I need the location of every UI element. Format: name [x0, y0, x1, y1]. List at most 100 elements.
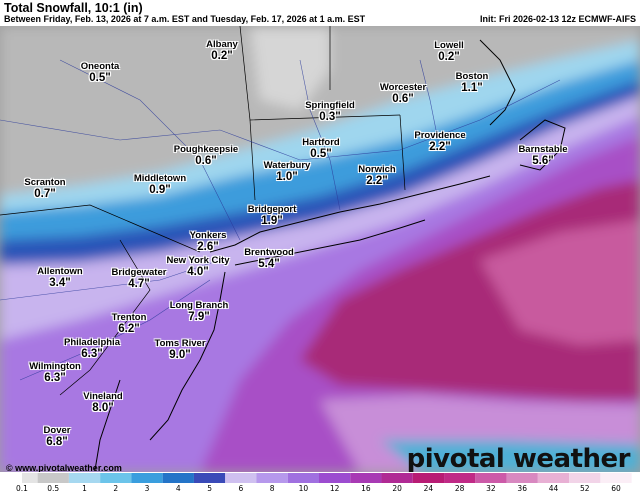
- band-gray-light: [0, 26, 640, 205]
- colorbar-tick-label: 20: [392, 484, 402, 493]
- city-label-springfield: Springfield 0.3": [305, 101, 355, 123]
- city-value: 0.6": [195, 154, 217, 167]
- colorbar-swatch: [381, 473, 413, 483]
- colorbar-swatch: [193, 473, 226, 483]
- city-name: Scranton: [24, 177, 66, 188]
- city-value: 6.3": [44, 371, 66, 384]
- band-pink: [480, 220, 640, 345]
- city-name: Vineland: [83, 391, 123, 402]
- colorbar-tick-label: 10: [298, 484, 309, 493]
- colorbar-swatch: [22, 473, 38, 483]
- road-2: [59, 59, 241, 241]
- colorbar-tick-label: 32: [486, 484, 496, 493]
- coast-long-island: [234, 219, 426, 266]
- city-label-new-york-city: New York City 4.0": [166, 256, 229, 278]
- colorbar-tick-label: 28: [454, 484, 465, 493]
- city-value: 2.6": [197, 240, 219, 253]
- city-value: 2.2": [429, 140, 451, 153]
- city-label-providence: Providence 2.2": [414, 131, 465, 153]
- city-name: Wilmington: [29, 361, 81, 372]
- city-name: Philadelphia: [64, 337, 120, 348]
- city-name: Poughkeepsie: [173, 144, 239, 155]
- map-area: Albany 0.2" Lowell 0.2" Oneonta 0.5" Bos…: [0, 26, 640, 472]
- city-name: Norwich: [358, 164, 396, 175]
- city-name: Waterbury: [263, 160, 311, 171]
- city-label-hartford: Hartford 0.5": [302, 138, 339, 160]
- city-label-worcester: Worcester 0.6": [380, 83, 426, 105]
- colorbar-tick-label: 1: [82, 484, 87, 493]
- city-label-wilmington: Wilmington 6.3": [29, 362, 81, 384]
- city-value: 6.3": [81, 347, 103, 360]
- city-label-albany: Albany 0.2": [206, 40, 238, 62]
- city-name: Albany: [206, 39, 238, 50]
- city-name: Brentwood: [244, 247, 294, 258]
- city-label-lowell: Lowell 0.2": [434, 41, 464, 63]
- colorbar-tick-label: 0.5: [47, 484, 60, 493]
- colorbar-tick-label: 36: [517, 484, 527, 493]
- city-value: 1.9": [261, 214, 283, 227]
- city-name: Providence: [414, 130, 466, 141]
- city-name: Dover: [43, 425, 71, 436]
- brand-logo: pivotal weather: [406, 444, 631, 472]
- colorbar-swatch: [100, 473, 132, 483]
- coastlines: [94, 39, 566, 471]
- band-gray-lightest: [250, 26, 330, 110]
- city-name: Long Branch: [169, 300, 229, 311]
- map-subtitle: Between Friday, Feb. 13, 2026 at 7 a.m. …: [4, 14, 366, 24]
- city-value: 5.4": [258, 257, 280, 270]
- colorbar-tick-label: 8: [269, 484, 275, 493]
- city-value: 0.7": [34, 187, 56, 200]
- roads: [0, 59, 561, 381]
- city-name: New York City: [166, 255, 230, 266]
- border-pa-nj: [59, 239, 151, 396]
- colorbar: 0.1 0.5 1 2 3 4 5 6 8 10 12 16 20 24 28 32 36 44 52 60: [0, 472, 640, 494]
- state-borders: [0, 26, 406, 396]
- colorbar-swatch: [600, 473, 632, 483]
- city-name: Barnstable: [518, 144, 568, 155]
- coast-ma: [479, 39, 516, 126]
- colorbar-tick-label: 3: [144, 484, 150, 493]
- city-value: 3.4": [49, 276, 71, 289]
- city-value: 1.0": [276, 170, 298, 183]
- colorbar-swatch: [68, 473, 101, 483]
- colorbar-swatch: [162, 473, 194, 483]
- city-label-poughkeepsie: Poughkeepsie 0.6": [174, 145, 238, 167]
- city-label-dover: Dover 6.8": [44, 426, 71, 448]
- city-label-yonkers: Yonkers 2.6": [190, 231, 227, 253]
- border-ct-ri: [399, 114, 406, 191]
- city-name: Lowell: [434, 40, 464, 51]
- city-name: Toms River: [154, 338, 206, 349]
- city-name: Bridgeport: [247, 204, 297, 215]
- border-ny-pa: [0, 204, 201, 253]
- watermark: © www.pivotalweather.com: [6, 463, 122, 472]
- map-title: Total Snowfall, 10:1 (in): [4, 1, 143, 15]
- colorbar-tick-label: 5: [207, 484, 212, 493]
- road-5: [299, 59, 341, 211]
- city-label-toms-river: Toms River 9.0": [154, 339, 205, 361]
- city-label-bridgewater: Bridgewater 4.7": [112, 268, 167, 290]
- city-value: 0.6": [392, 92, 414, 105]
- city-value: 4.0": [187, 265, 209, 278]
- coast-cape-cod: [519, 119, 566, 171]
- header: Total Snowfall, 10:1 (in) Between Friday…: [0, 0, 640, 26]
- city-value: 2.2": [366, 174, 388, 187]
- city-label-oneonta: Oneonta 0.5": [81, 62, 120, 84]
- city-value: 9.0": [169, 348, 191, 361]
- colorbar-tick-label: 4: [175, 484, 181, 493]
- snowfall-shading: [0, 26, 640, 472]
- city-value: 0.2": [211, 49, 233, 62]
- city-value: 6.8": [46, 435, 68, 448]
- city-value: 7.9": [188, 310, 210, 323]
- colorbar-tick-label: 44: [548, 484, 559, 493]
- road-6: [419, 59, 441, 151]
- city-value: 8.0": [92, 401, 114, 414]
- border-ny-ct: [249, 119, 256, 201]
- colorbar-swatch: [319, 473, 351, 483]
- city-name: Bridgewater: [111, 267, 167, 278]
- colorbar-tick-label: 6: [238, 484, 244, 493]
- city-value: 0.3": [319, 110, 341, 123]
- city-name: Yonkers: [189, 230, 227, 241]
- road-1: [0, 79, 561, 161]
- colorbar-swatch: [350, 473, 382, 483]
